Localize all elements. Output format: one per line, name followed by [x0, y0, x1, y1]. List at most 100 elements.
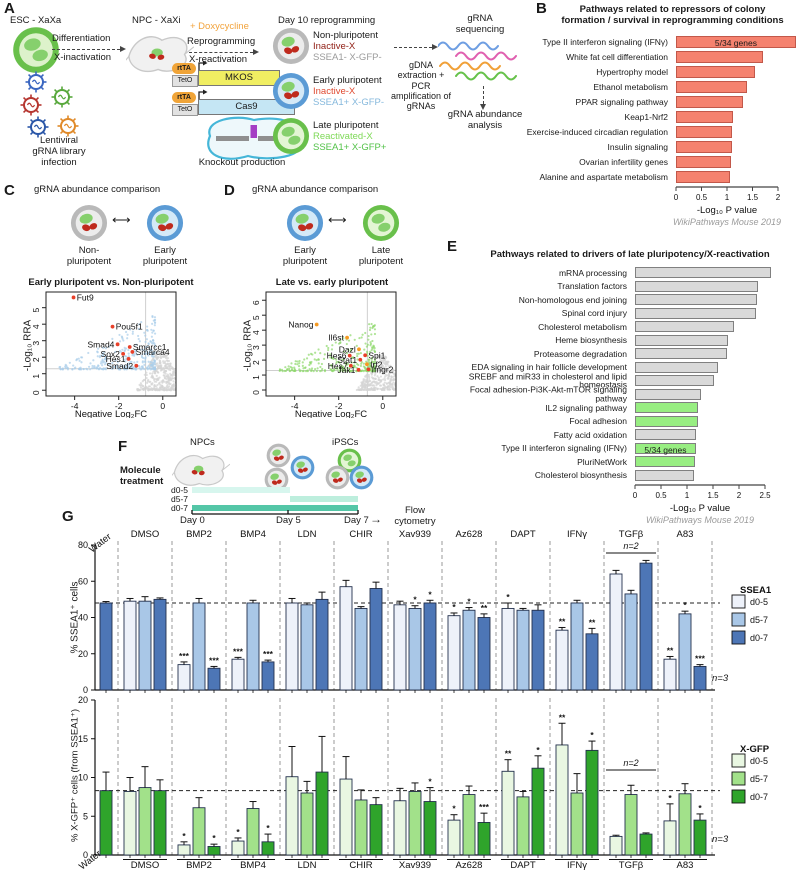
pathway-bar — [635, 388, 702, 400]
gene-label-Stat1: Stat1 — [337, 355, 357, 365]
repressor-pathways-chart: Type II interferon signaling (IFNγ) 5/34 … — [518, 34, 800, 234]
cell-state-name: Late pluripotent — [313, 120, 379, 131]
panel-c-label: C — [4, 182, 15, 199]
pathway-label: Proteasome degradation — [533, 348, 627, 359]
pathway-label: mRNA processing — [558, 267, 627, 278]
volcano-c-ylabel: -Log₁₀ RRA — [22, 319, 34, 372]
virus-icon — [25, 71, 47, 93]
gene-point-Sox2 — [121, 352, 126, 356]
grna-seq-line2: sequencing — [455, 23, 505, 35]
pathway-label: Insulin signaling — [607, 141, 668, 152]
gene-label-Hes6: Hes6 — [327, 351, 347, 361]
svg-text:0: 0 — [83, 850, 88, 860]
row-d0-5-label: d0-5 — [170, 485, 188, 495]
pathway-label: IL2 signaling pathway — [545, 402, 627, 413]
pathway-label: Translation factors — [557, 281, 627, 291]
gdna-line5: gRNAs — [406, 101, 436, 112]
legend-swatch-d5-7 — [731, 771, 746, 786]
pathway-bar — [635, 294, 757, 306]
bar-BMP2-d0-5 — [177, 664, 191, 691]
cell-state-x: Inactive-X — [313, 86, 356, 97]
volcano-c-title: Early pluripotent vs. Non-pluripotent — [28, 277, 194, 288]
pathway-label: Keap1-Nrf2 — [624, 111, 668, 122]
bar-IFNγ-d5-7 — [570, 792, 584, 856]
pathway-bar — [635, 429, 697, 441]
pathway-row: Fatty acid oxidation — [445, 428, 800, 442]
gene-label-Smad2: Smad2 — [106, 361, 133, 371]
legend-entry-d0-5: d0-5 — [750, 597, 768, 607]
group-label-CHIR: CHIR — [349, 529, 372, 540]
day7-label: Day 7 — [344, 515, 369, 526]
cell-icon — [272, 27, 310, 65]
bar-BMP2-d0-7 — [207, 667, 221, 691]
pathway-bar — [635, 469, 694, 481]
bar-Water-d0-7 — [99, 790, 113, 856]
pathway-label: Heme biosynthesis — [555, 335, 627, 345]
cell-state-x: Inactive-X — [313, 41, 356, 52]
bar-LDN-d0-5 — [285, 602, 299, 691]
significance-stars: * — [266, 823, 270, 833]
panel-d-label: D — [224, 182, 235, 199]
panel-c-left-line1: Non- — [78, 245, 100, 256]
svg-text:0.5: 0.5 — [655, 491, 667, 500]
gene-point-Jak1 — [356, 367, 361, 372]
knockout-caption: Knockout production — [198, 157, 286, 168]
npc-cell-icon — [126, 28, 194, 77]
to-sequencing-arrow — [394, 43, 438, 50]
gene-label-Smarcc1: Smarcc1 — [133, 342, 167, 352]
pathway-bar: 5/34 genes — [676, 35, 796, 48]
bar-BMP2-d5-7 — [192, 807, 206, 856]
legend-title: X-GFP — [740, 744, 770, 755]
svg-text:1.5: 1.5 — [747, 193, 759, 202]
promoter-arrow-icon — [198, 60, 208, 72]
panel-c-right-caption: Early pluripotent — [127, 245, 203, 268]
pathway-row: mRNA processing — [445, 266, 800, 280]
npc-title: NPC - XaXi — [132, 15, 181, 26]
cell-icon — [146, 204, 184, 242]
bar-CHIR-d0-5 — [339, 778, 353, 856]
grna-seq-line1: gRNA — [467, 13, 493, 24]
n-label: n=3 — [712, 834, 729, 845]
pathway-row: Keap1-Nrf2 — [518, 109, 800, 124]
legend-swatch-d0-7 — [731, 789, 746, 804]
svg-text:0: 0 — [160, 401, 165, 411]
significance-stars: *** — [479, 802, 490, 812]
svg-text:15: 15 — [78, 734, 88, 744]
bar-Az628-d5-7 — [462, 794, 476, 856]
panel-a-label: A — [4, 0, 15, 17]
treatment-bar-d5-7 — [290, 496, 358, 502]
svg-text:5: 5 — [251, 315, 261, 320]
mix-cell-2 — [290, 455, 315, 480]
cell-state-markers: SSEA1+ X-GFP+ — [313, 142, 387, 153]
day10-title: Day 10 reprogramming — [278, 15, 376, 26]
differentiation-arrow — [52, 45, 126, 52]
pathway-row: Proteasome degradation — [445, 347, 800, 361]
bar-A83-d5-7 — [678, 613, 692, 691]
pathway-label: Alanine and aspartate metabolism — [539, 171, 668, 182]
panel-e-label: E — [447, 238, 458, 255]
significance-stars: * — [590, 730, 594, 740]
cell-icon — [70, 204, 108, 242]
volcano-d-chart: Nanog Il6st Dazl Hes6 Spi1 Stat1 Hes7 Irf2 Jak1 I… — [232, 288, 422, 418]
gdna-line2: extraction + — [397, 70, 445, 81]
flow-caption: Flow cytometry — [385, 505, 445, 528]
panel-d-left-line2: pluripotent — [282, 255, 328, 267]
xgfp-chart-container: 0 5 10 15 20 Water DMSO BMP2 * * BMP4 * * LDN CHIR Xav9… — [60, 690, 800, 872]
panel-c-subtitle: gRNA abundance comparison — [34, 184, 161, 195]
significance-stars: * — [182, 831, 186, 841]
late-pluripotent-cell-icon — [272, 117, 310, 155]
bar-IFNγ-d0-5 — [555, 629, 569, 691]
gdna-line3: PCR — [411, 80, 431, 91]
bar-TGFβ-d0-5 — [609, 835, 623, 856]
esc-title: ESC - XaXa — [10, 15, 62, 26]
significance-stars: * — [467, 597, 471, 607]
bar-DMSO-d0-5 — [123, 790, 137, 856]
bar-A83-d0-5 — [663, 820, 677, 856]
bar-BMP4-d0-5 — [231, 840, 245, 856]
group-label-A83: A83 — [677, 860, 694, 871]
ipsc-cell-3 — [349, 465, 374, 490]
svg-text:0: 0 — [31, 390, 41, 395]
group-label-IFNγ: IFNγ — [567, 860, 587, 871]
group-label-TGFβ: TGFβ — [619, 529, 644, 540]
